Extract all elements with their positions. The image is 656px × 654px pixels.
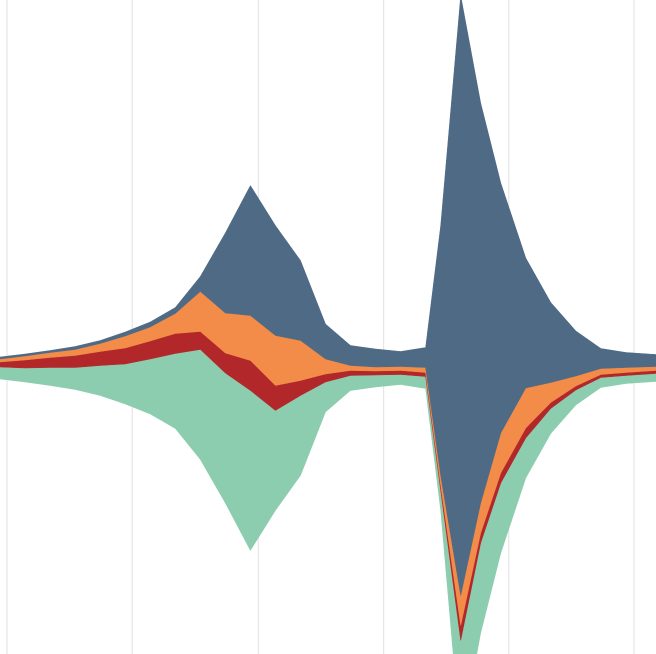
stream-layer [0,0,656,596]
